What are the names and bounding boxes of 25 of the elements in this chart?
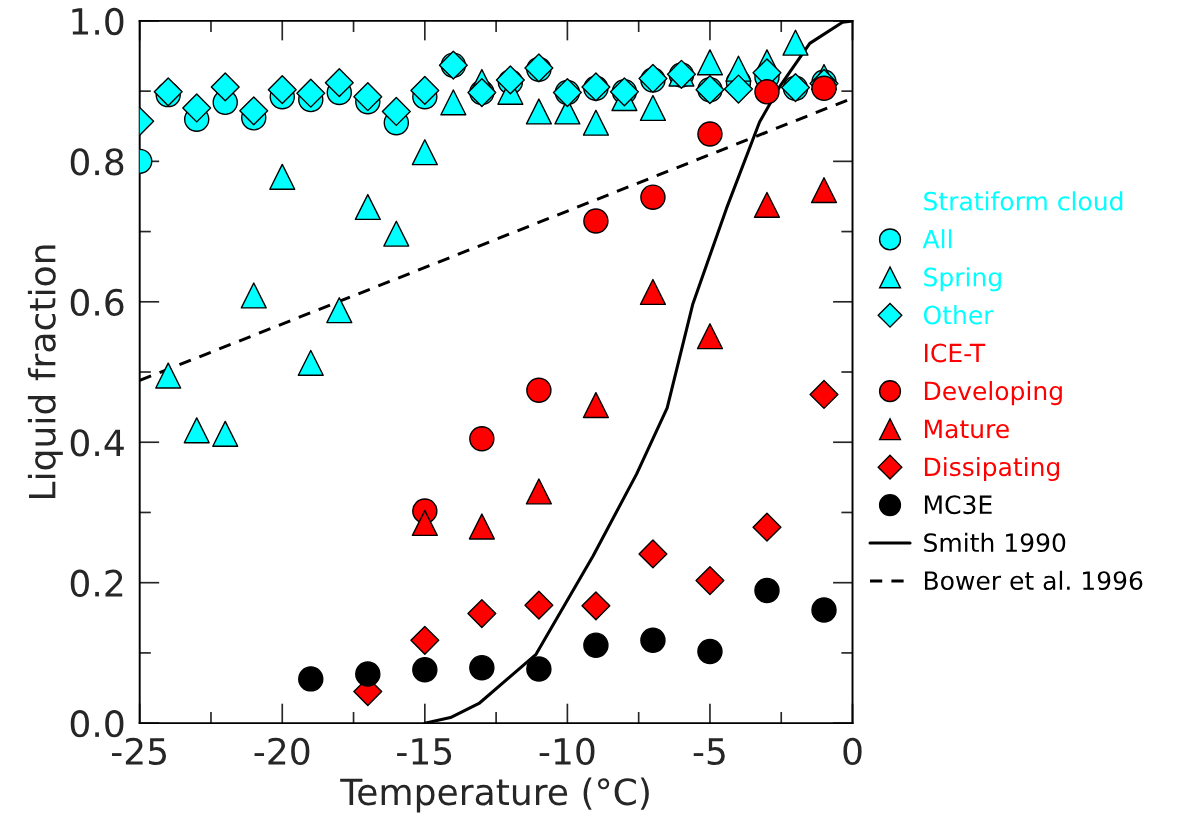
y-tick-label: 0.8 xyxy=(70,148,124,176)
legend-label: Bower et al. 1996 xyxy=(924,570,1143,591)
text: ICE-T xyxy=(924,343,986,363)
x-tick-label: -10 xyxy=(539,737,595,765)
x-tick-label: -5 xyxy=(693,738,725,765)
legend-label: Developing xyxy=(924,380,1062,406)
legend-label: All xyxy=(922,229,952,249)
y-tick-label: 0.0 xyxy=(70,710,124,738)
legend-label: Spring xyxy=(924,267,1001,292)
x-axis-title: Temperature (°C) xyxy=(340,777,649,813)
y-axis-title: Liquid fraction xyxy=(27,245,63,499)
legend-label: Mature xyxy=(924,419,1009,439)
x-tick-label: -15 xyxy=(397,738,452,765)
legend-label: Smith 1990 xyxy=(924,532,1066,553)
y-tick-label: 1.0 xyxy=(72,7,124,36)
legend-label: MC3E xyxy=(924,495,992,515)
x-tick-label: -25 xyxy=(111,737,167,765)
y-tick-label: 0.4 xyxy=(70,429,124,457)
legend-label: Dissipating xyxy=(924,456,1060,482)
text: Stratiform cloud xyxy=(924,191,1123,211)
x-tick-label: 0 xyxy=(843,737,862,765)
legend-label: Other xyxy=(923,305,994,325)
x-tick-label: -20 xyxy=(254,737,310,765)
y-tick-label: 0.6 xyxy=(70,288,124,317)
y-tick-label: 0.2 xyxy=(70,569,123,597)
